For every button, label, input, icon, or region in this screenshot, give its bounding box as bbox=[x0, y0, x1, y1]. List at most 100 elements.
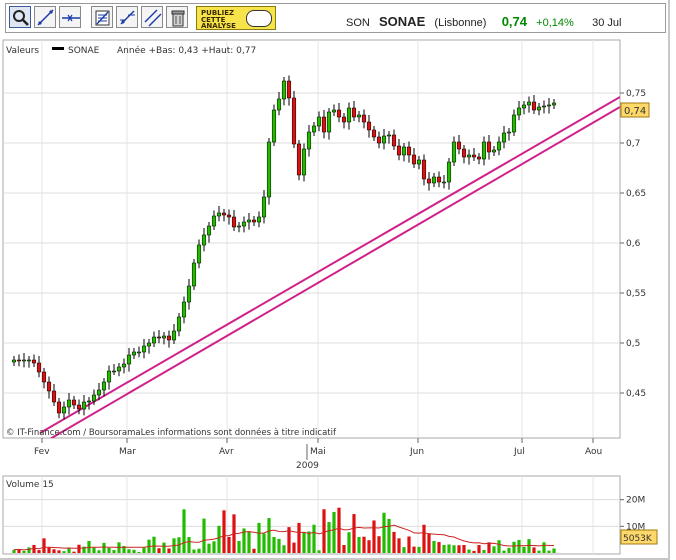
volume-bar bbox=[382, 512, 386, 553]
volume-bar bbox=[152, 536, 156, 553]
candle-body bbox=[381, 135, 387, 144]
candle-body bbox=[486, 141, 492, 153]
candle-body bbox=[111, 370, 117, 373]
candle-body bbox=[96, 389, 102, 396]
volume-bar bbox=[352, 514, 356, 553]
trend-line-tool-button[interactable] bbox=[34, 6, 56, 28]
price-tick-label: 0,6 bbox=[626, 239, 641, 249]
volume-bar bbox=[207, 543, 211, 553]
candle-body bbox=[461, 148, 467, 158]
quote-change: +0,14% bbox=[536, 17, 574, 29]
candle-body bbox=[526, 101, 532, 106]
candle-body bbox=[196, 244, 202, 264]
horizontal-line-tool-button[interactable] bbox=[59, 6, 81, 28]
candle-body bbox=[421, 159, 427, 180]
candle-body bbox=[141, 345, 147, 353]
candle-body bbox=[146, 342, 152, 347]
quote-code: SON bbox=[346, 17, 370, 29]
month-label: Aou bbox=[585, 447, 602, 457]
candle-body bbox=[241, 221, 247, 227]
candle-body bbox=[301, 148, 307, 176]
fibonacci-tool-button[interactable] bbox=[116, 6, 138, 28]
candle-body bbox=[131, 351, 137, 356]
panel-header-valeurs: Valeurs bbox=[6, 46, 39, 56]
volume-gridlines bbox=[3, 476, 620, 554]
candle-body bbox=[161, 335, 167, 339]
candle-body bbox=[426, 178, 432, 184]
delete-tool-button[interactable] bbox=[166, 6, 188, 28]
price-tick-label: 0,7 bbox=[626, 139, 640, 149]
candle-body bbox=[251, 219, 257, 223]
publish-analysis-button[interactable]: PUBLIEZ CETTE ANALYSE bbox=[196, 6, 276, 30]
speech-bubble-icon bbox=[246, 10, 272, 27]
candle-body bbox=[286, 80, 292, 99]
price-tick-label: 0,45 bbox=[626, 389, 646, 399]
candle-body bbox=[21, 359, 27, 362]
volume-bar bbox=[487, 542, 491, 553]
volume-bar bbox=[467, 549, 471, 553]
parallel-channel-tool-button[interactable] bbox=[141, 6, 163, 28]
panel-header-stats: Année +Bas: 0,43 +Haut: 0,77 bbox=[117, 45, 256, 56]
volume-bar bbox=[512, 541, 516, 553]
settings-tool-button[interactable] bbox=[91, 6, 113, 28]
volume-bar bbox=[302, 532, 306, 553]
candle-body bbox=[536, 106, 542, 111]
volume-bar bbox=[372, 520, 376, 553]
volume-bar bbox=[312, 524, 316, 553]
volume-bar bbox=[492, 546, 496, 553]
main-plot-area bbox=[2, 39, 621, 439]
volume-bar bbox=[212, 541, 216, 553]
volume-bar bbox=[242, 528, 246, 553]
candle-body bbox=[276, 98, 282, 111]
candle-body bbox=[336, 109, 342, 118]
toolbar: PUBLIEZ CETTE ANALYSE SON SONAE (Lisbonn… bbox=[5, 3, 666, 33]
volume-bar bbox=[262, 533, 266, 553]
volume-bar bbox=[377, 536, 381, 553]
candle-body bbox=[186, 285, 192, 303]
volume-bar bbox=[277, 538, 281, 553]
volume-bar bbox=[42, 538, 46, 553]
candle-body bbox=[51, 390, 57, 403]
candle-body bbox=[321, 116, 327, 133]
volume-bar bbox=[137, 551, 141, 553]
volume-bar bbox=[267, 518, 271, 553]
volume-bar bbox=[502, 550, 506, 553]
candle-body bbox=[156, 336, 162, 339]
series-legend-swatch bbox=[52, 47, 64, 50]
volume-plot-area bbox=[2, 475, 621, 555]
candle-body bbox=[121, 363, 127, 368]
volume-bar bbox=[497, 540, 501, 553]
candle-body bbox=[411, 154, 417, 165]
volume-bar bbox=[192, 549, 196, 553]
volume-bar bbox=[227, 537, 231, 553]
volume-bar bbox=[27, 547, 31, 553]
volume-bar bbox=[97, 550, 101, 553]
volume-bar bbox=[507, 547, 511, 553]
time-axis: Fev Mar Avr Mai Jun Jul Aou bbox=[34, 438, 602, 460]
volume-bar bbox=[37, 550, 41, 553]
candle-body bbox=[546, 104, 552, 107]
volume-bar bbox=[417, 546, 421, 553]
volume-bar bbox=[202, 518, 206, 553]
volume-bar bbox=[317, 550, 321, 553]
candle-body bbox=[401, 146, 407, 156]
candle-body bbox=[341, 116, 347, 123]
candle-body bbox=[191, 262, 197, 287]
zoom-tool-button[interactable] bbox=[9, 6, 31, 28]
volume-bar bbox=[357, 537, 361, 553]
volume-bar bbox=[517, 539, 521, 553]
volume-bar bbox=[67, 547, 71, 553]
candle-body bbox=[71, 399, 77, 406]
volume-axis: 10M 20M bbox=[620, 496, 645, 532]
volume-bar bbox=[12, 549, 16, 553]
publish-line-3: ANALYSE bbox=[201, 22, 236, 30]
volume-bar bbox=[287, 527, 291, 553]
volume-bar bbox=[342, 545, 346, 553]
candle-body bbox=[371, 129, 377, 138]
candle-body bbox=[416, 159, 422, 165]
candle-body bbox=[171, 330, 177, 341]
candle-body bbox=[176, 316, 182, 332]
volume-bar bbox=[552, 548, 556, 553]
quote-last-price: 0,74 bbox=[501, 14, 527, 29]
candle-body bbox=[521, 104, 527, 109]
